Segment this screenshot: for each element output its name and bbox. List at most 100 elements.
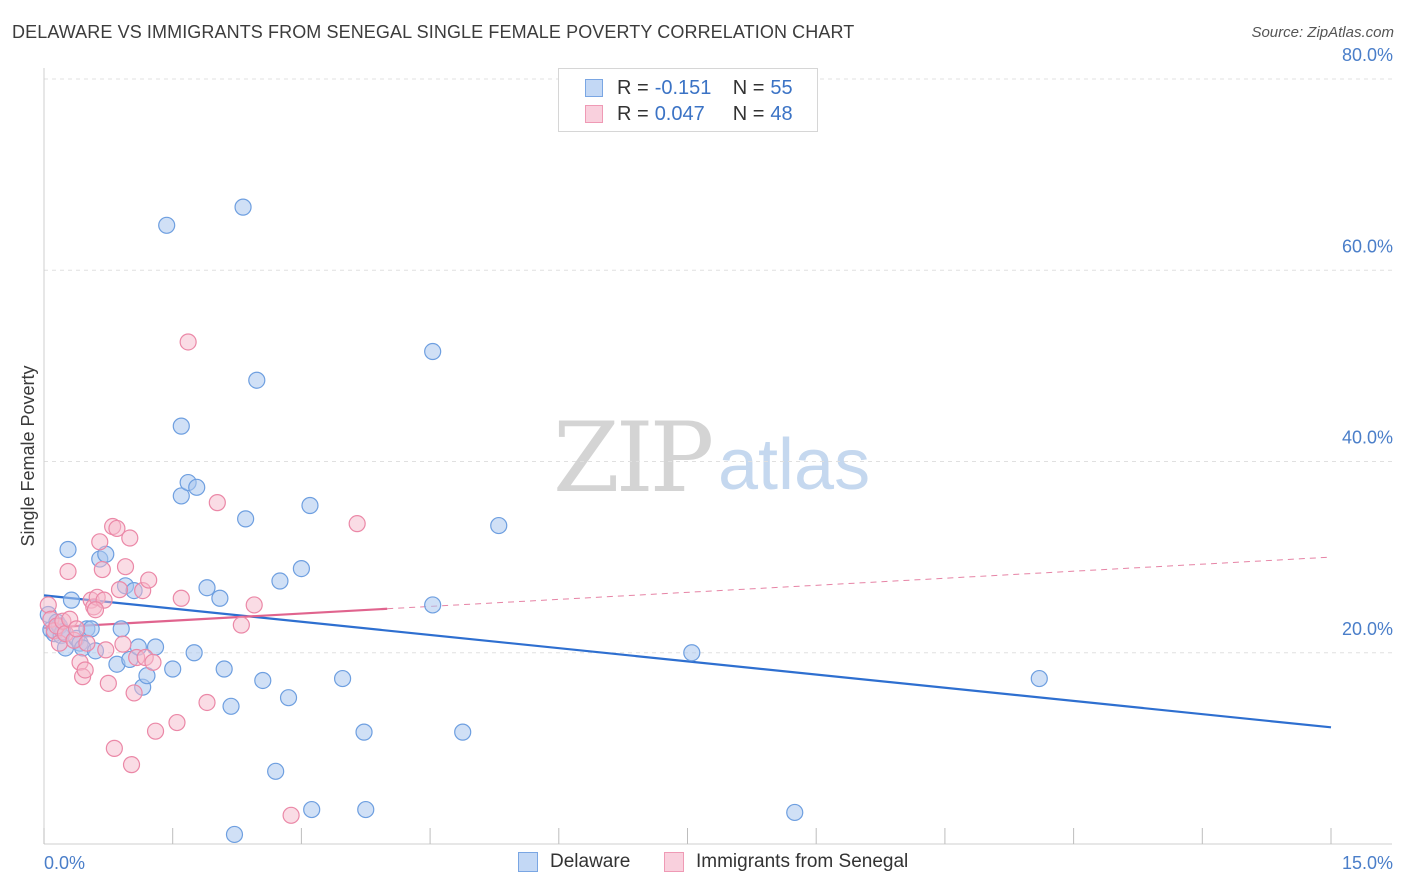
legend-n-label: N =	[732, 76, 765, 99]
senegal-point	[168, 713, 186, 732]
senegal-point	[232, 616, 250, 634]
delaware-point	[164, 660, 182, 678]
legend-r-label: R =	[617, 76, 649, 99]
bottom-legend-swatch-senegal	[664, 852, 684, 872]
senegal-point	[198, 693, 216, 712]
senegal-point	[39, 596, 57, 614]
legend-swatch-delaware	[585, 79, 603, 97]
senegal-point	[121, 529, 139, 547]
delaware-point	[333, 669, 352, 688]
data-points	[39, 198, 1048, 844]
bottom-legend-swatch-delaware	[518, 852, 538, 872]
senegal-point	[86, 601, 105, 619]
delaware-point	[185, 644, 203, 662]
senegal-point	[140, 571, 158, 589]
delaware-point	[158, 216, 176, 234]
delaware-point	[301, 496, 319, 515]
bottom-legend-label-delaware: Delaware	[550, 851, 631, 872]
senegal-point	[348, 515, 366, 533]
delaware-point	[355, 723, 373, 741]
senegal-point	[91, 533, 109, 551]
senegal-point	[78, 634, 96, 652]
senegal-point	[208, 494, 226, 512]
delaware-point	[172, 487, 190, 505]
delaware-point	[248, 371, 266, 389]
delaware-point	[112, 620, 130, 638]
delaware-point	[786, 803, 804, 822]
delaware-trend-line	[43, 594, 1332, 729]
senegal-point	[93, 560, 111, 579]
delaware-point	[234, 198, 252, 216]
delaware-point	[490, 516, 508, 535]
legend-r-value: -0.151	[654, 76, 712, 99]
x-tick-label: 15.0%	[1342, 853, 1393, 873]
watermark-atlas: atlas	[718, 425, 871, 505]
legend-n-label: N =	[732, 102, 765, 125]
legend-row-senegal: R = 0.047 N = 48	[585, 101, 793, 127]
bottom-legend-senegal: Immigrants from Senegal	[664, 851, 908, 873]
gridlines	[44, 78, 1392, 654]
senegal-point	[110, 581, 129, 599]
delaware-point	[59, 540, 77, 559]
delaware-point	[271, 572, 289, 590]
x-tick-label: 0.0%	[44, 853, 85, 873]
y-tick-label: 80.0%	[1342, 45, 1393, 65]
delaware-point	[424, 596, 442, 614]
chart-title: DELAWARE VS IMMIGRANTS FROM SENEGAL SING…	[12, 22, 855, 42]
delaware-point	[198, 579, 216, 597]
senegal-point	[108, 519, 126, 538]
y-axis-label: Single Female Poverty	[18, 365, 38, 546]
y-tick-label: 20.0%	[1342, 619, 1393, 639]
senegal-point	[146, 722, 165, 740]
delaware-point	[454, 723, 472, 741]
senegal-point	[122, 756, 141, 774]
source-credit: Source: ZipAtlas.com	[1251, 24, 1394, 41]
delaware-point	[172, 417, 190, 435]
senegal-point	[125, 684, 143, 702]
senegal-point	[282, 806, 300, 824]
senegal-point	[76, 661, 94, 679]
bottom-legend-delaware: Delaware	[518, 851, 630, 873]
delaware-point	[222, 697, 240, 715]
tick-labels: 20.0% 40.0% 60.0% 80.0% 0.0% 15.0%	[44, 45, 1393, 873]
delaware-point	[237, 510, 255, 528]
delaware-point	[188, 478, 206, 496]
delaware-point	[267, 762, 285, 780]
delaware-point	[225, 825, 244, 844]
legend-r-label: R =	[617, 102, 649, 125]
legend-row-delaware: R = -0.151 N = 55	[585, 75, 793, 101]
legend-n-value: 48	[770, 102, 793, 125]
trend-lines	[43, 556, 1332, 729]
delaware-point	[424, 342, 442, 361]
y-tick-label: 60.0%	[1342, 236, 1393, 256]
correlation-legend: R = -0.151 N = 55 R = 0.047 N = 48	[558, 68, 818, 132]
senegal-trend-line	[43, 607, 388, 629]
delaware-point	[62, 591, 81, 609]
senegal-point	[97, 641, 115, 659]
delaware-point	[292, 559, 310, 578]
legend-n-value: 55	[770, 76, 793, 99]
delaware-point	[215, 660, 233, 678]
legend-swatch-senegal	[585, 105, 603, 123]
delaware-point	[279, 689, 298, 707]
senegal-point	[114, 635, 132, 653]
senegal-point	[68, 620, 86, 638]
senegal-point	[144, 653, 162, 671]
senegal-point	[172, 589, 190, 607]
senegal-point	[59, 562, 77, 581]
delaware-point	[254, 671, 272, 690]
delaware-point	[357, 800, 375, 819]
senegal-point	[99, 674, 117, 692]
delaware-point	[683, 644, 701, 662]
watermark-zip: ZIP	[553, 402, 714, 514]
bottom-legend-label-senegal: Immigrants from Senegal	[696, 851, 909, 872]
axes	[43, 68, 1392, 845]
delaware-point	[1030, 669, 1048, 688]
delaware-point	[82, 620, 100, 638]
senegal-point	[179, 333, 197, 351]
senegal-point	[116, 558, 135, 576]
delaware-point	[303, 800, 321, 819]
senegal-point	[105, 739, 123, 757]
senegal-trend-extension	[387, 556, 1332, 610]
